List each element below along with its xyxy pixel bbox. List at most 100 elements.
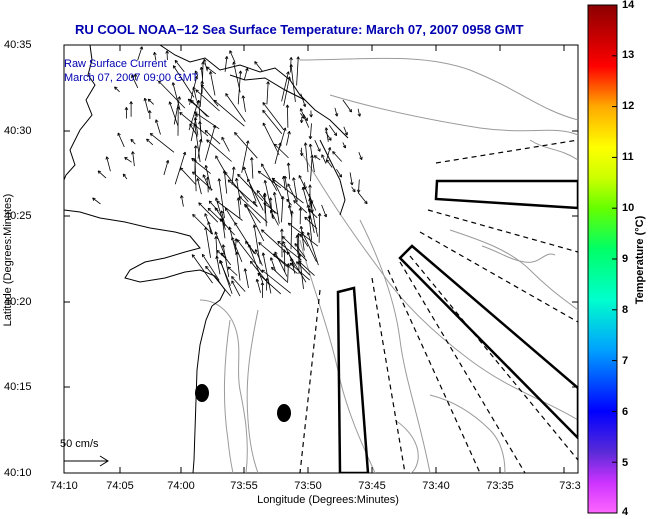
current-vector — [237, 197, 241, 219]
current-vector-head — [308, 184, 311, 188]
current-vector-head — [264, 180, 268, 183]
axis-ticks — [63, 44, 578, 474]
current-vector-head — [220, 260, 223, 263]
current-vector — [231, 237, 243, 263]
current-vector — [205, 265, 232, 297]
current-vector-head — [280, 142, 282, 146]
current-vector — [220, 252, 232, 266]
current-vector — [299, 233, 309, 247]
current-vector-head — [207, 176, 210, 180]
current-vector-head — [300, 108, 304, 111]
current-vector-head — [126, 107, 129, 111]
current-vector — [264, 192, 267, 227]
current-vector-head — [288, 162, 291, 166]
current-vector-head — [207, 208, 210, 212]
current-vector — [308, 193, 313, 204]
current-vector — [357, 192, 368, 205]
current-vector — [257, 170, 282, 189]
current-vector-head — [133, 73, 136, 77]
current-vector — [97, 170, 107, 179]
current-vector-head — [302, 186, 306, 190]
current-vector — [325, 147, 331, 162]
current-vector-head — [304, 118, 308, 122]
current-vector-head — [124, 107, 127, 111]
current-vector-head — [310, 114, 313, 118]
x-axis-label: Longitude (Degrees:Minutes) — [257, 494, 399, 506]
current-vector — [241, 140, 249, 173]
current-vector-head — [308, 135, 311, 140]
current-vector-head — [245, 140, 249, 144]
current-vector — [204, 130, 221, 145]
current-vector — [262, 252, 272, 294]
current-vector-head — [131, 151, 133, 155]
current-vector-head — [192, 171, 194, 175]
current-vector-head — [241, 95, 244, 99]
current-vector-head — [303, 186, 306, 190]
current-vector-head — [202, 61, 205, 65]
current-vector — [122, 173, 128, 180]
current-vector-head — [288, 204, 290, 209]
current-vector-head — [167, 160, 170, 164]
current-vector — [215, 155, 227, 175]
current-vector — [262, 102, 285, 130]
current-vector-head — [191, 157, 195, 160]
current-vector — [214, 207, 224, 220]
current-vector — [242, 95, 246, 112]
current-vector-head — [234, 222, 238, 225]
current-vector — [310, 154, 313, 182]
current-vector — [273, 253, 298, 274]
current-vector-head — [256, 278, 260, 282]
current-vector-head — [342, 145, 346, 149]
current-vector-head — [351, 182, 354, 186]
current-vector — [214, 231, 227, 259]
current-vector-head — [149, 110, 152, 114]
current-vector-head — [174, 59, 178, 62]
current-vector-head — [117, 132, 121, 136]
current-vector — [296, 56, 299, 86]
x-tick-label: 74:00 — [167, 480, 195, 492]
current-vector — [256, 278, 261, 293]
current-vector — [194, 158, 197, 192]
current-vector-head — [273, 192, 277, 195]
current-vector — [197, 139, 202, 159]
current-vector-head — [272, 192, 275, 196]
current-vector — [296, 235, 299, 255]
current-vector-head — [193, 86, 196, 90]
current-vector — [293, 200, 308, 214]
current-vector-head — [288, 204, 292, 208]
current-vector-head — [247, 178, 251, 181]
current-vector-head — [244, 203, 248, 206]
x-tick-label: 73:40 — [422, 480, 450, 492]
current-vector — [149, 133, 175, 153]
current-vector — [203, 59, 208, 72]
current-vector — [304, 216, 318, 229]
current-vector-head — [323, 214, 327, 218]
current-vector-head — [245, 241, 247, 245]
current-vector — [237, 70, 241, 105]
current-vector — [147, 98, 154, 105]
current-vector-head — [193, 158, 196, 162]
current-vector-head — [239, 196, 243, 198]
current-vector — [208, 221, 212, 235]
current-vector — [132, 151, 135, 167]
current-vector-head — [258, 242, 261, 246]
current-vector — [290, 64, 296, 102]
current-vector-head — [173, 65, 177, 68]
current-vector-head — [203, 58, 207, 62]
current-vector — [247, 178, 264, 211]
current-vector-head — [203, 174, 206, 177]
current-vector-head — [231, 280, 235, 283]
current-vector — [192, 214, 213, 235]
current-vector — [251, 157, 254, 179]
current-vector — [236, 239, 263, 273]
current-vector — [106, 156, 111, 172]
current-vector-head — [235, 238, 238, 242]
colorbar-label: Temperature (°C) — [634, 215, 646, 305]
current-vector-head — [289, 263, 292, 267]
current-vector-head — [204, 130, 207, 134]
current-vector — [236, 251, 241, 281]
current-vector — [342, 142, 346, 149]
current-vector-head — [227, 179, 230, 183]
